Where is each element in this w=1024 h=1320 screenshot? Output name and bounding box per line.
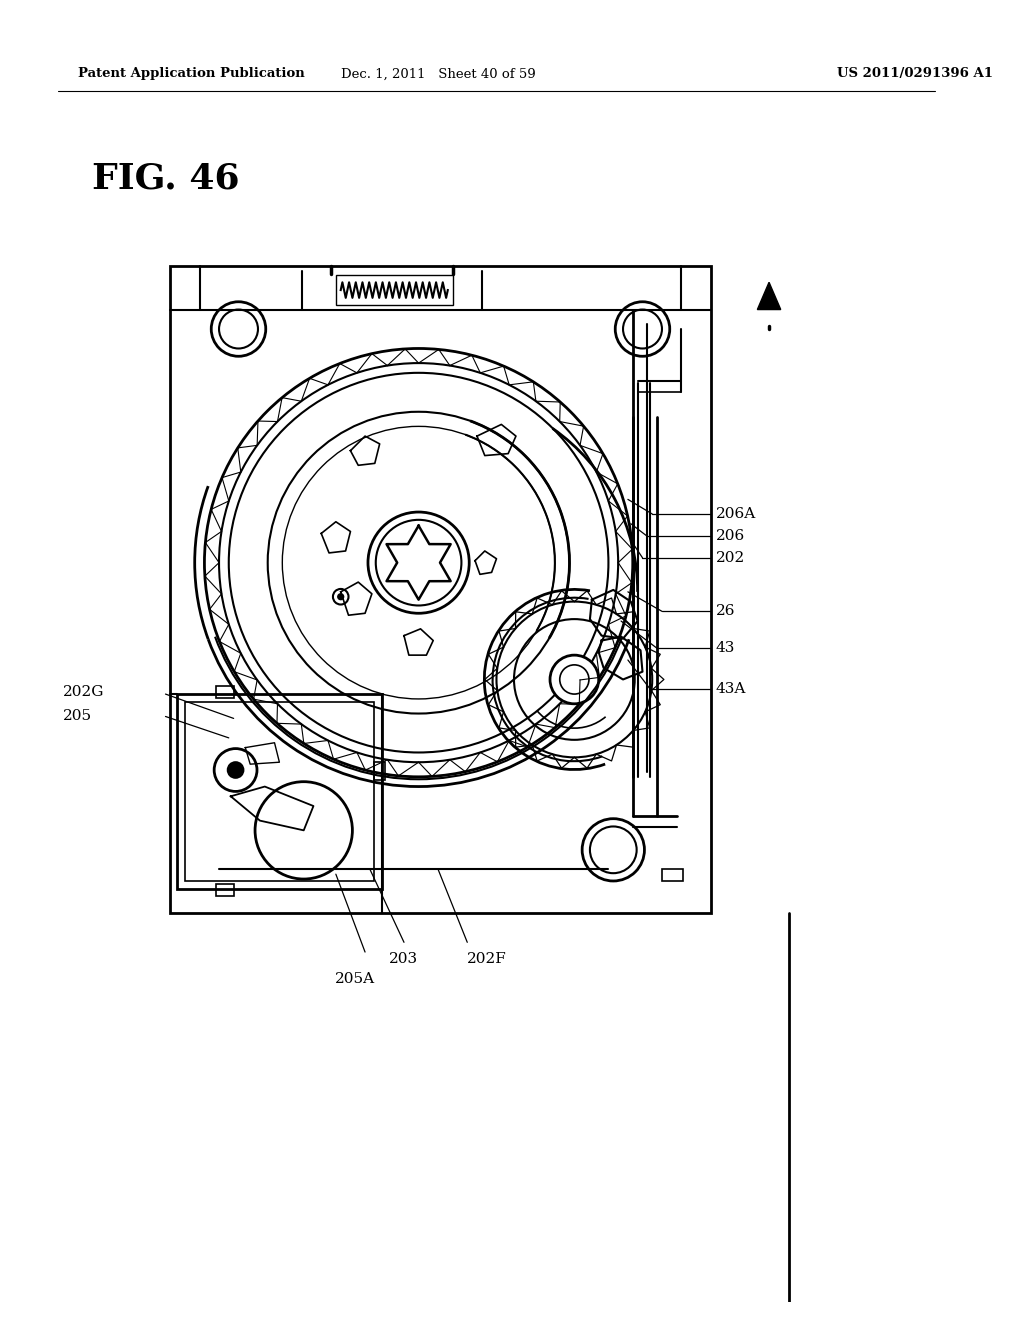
Text: 205A: 205A — [335, 972, 376, 986]
Text: 202F: 202F — [467, 952, 507, 966]
Circle shape — [615, 302, 670, 356]
Text: 206A: 206A — [716, 507, 756, 521]
Text: 203: 203 — [389, 952, 419, 966]
Text: 205: 205 — [63, 709, 92, 723]
Text: US 2011/0291396 A1: US 2011/0291396 A1 — [838, 67, 993, 81]
Bar — [170, 265, 711, 913]
Text: 43A: 43A — [716, 682, 745, 696]
Text: 26: 26 — [716, 605, 735, 618]
Bar — [374, 762, 385, 780]
Circle shape — [338, 594, 344, 599]
Bar — [185, 702, 374, 880]
Text: 206: 206 — [716, 529, 744, 544]
Circle shape — [333, 589, 348, 605]
Text: Patent Application Publication: Patent Application Publication — [78, 67, 304, 81]
Polygon shape — [758, 282, 780, 310]
Text: 202: 202 — [716, 550, 744, 565]
Bar — [216, 884, 233, 895]
Text: 202G: 202G — [63, 685, 104, 700]
Circle shape — [227, 762, 244, 777]
Circle shape — [550, 655, 599, 704]
Bar — [177, 694, 382, 888]
Bar — [336, 276, 453, 305]
Circle shape — [582, 818, 644, 880]
Bar — [216, 686, 233, 698]
Bar — [662, 870, 683, 880]
Text: Dec. 1, 2011   Sheet 40 of 59: Dec. 1, 2011 Sheet 40 of 59 — [341, 67, 536, 81]
Text: 43: 43 — [716, 642, 735, 655]
Circle shape — [214, 748, 257, 792]
Circle shape — [368, 512, 469, 614]
Circle shape — [211, 302, 266, 356]
Text: FIG. 46: FIG. 46 — [92, 161, 240, 195]
